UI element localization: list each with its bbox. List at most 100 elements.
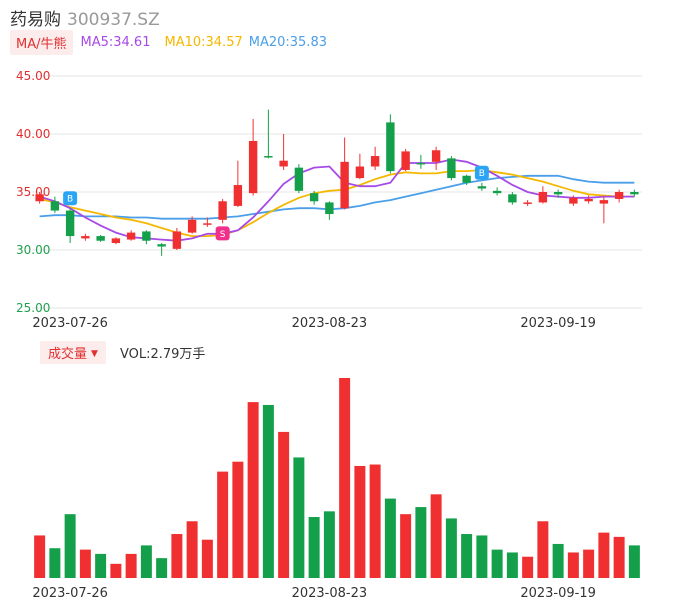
volume-legend: 成交量 ▼ VOL:2.79万手 bbox=[40, 340, 206, 364]
volume-bar bbox=[217, 471, 229, 578]
candle-body bbox=[279, 160, 288, 167]
stock-name: 药易购 bbox=[10, 10, 61, 30]
volume-tag-label: 成交量 bbox=[48, 346, 88, 362]
stock-code: 300937.SZ bbox=[67, 10, 160, 30]
volume-bar bbox=[628, 545, 640, 578]
candle-body bbox=[416, 163, 426, 165]
volume-bar bbox=[293, 457, 305, 578]
volume-bar bbox=[323, 511, 335, 578]
volume-bar bbox=[110, 563, 122, 578]
candle-body bbox=[248, 140, 258, 194]
x-tick-label: 2023-08-23 bbox=[292, 586, 368, 601]
volume-bar bbox=[537, 521, 549, 578]
candlesticks bbox=[35, 109, 639, 256]
y-tick-label: 35.00 bbox=[16, 185, 50, 199]
volume-bars bbox=[34, 378, 640, 578]
buy-marker bbox=[63, 191, 78, 206]
candle-body bbox=[569, 197, 578, 204]
price-axis: 45.00 40.00 35.00 30.00 25.00 bbox=[16, 69, 50, 315]
y-tick-label: 25.00 bbox=[16, 301, 50, 315]
candle-body bbox=[553, 192, 563, 195]
y-tick-label: 40.00 bbox=[16, 127, 50, 141]
date-axis-volume: 2023-07-26 2023-08-23 2023-09-19 bbox=[32, 586, 596, 601]
ma-legend: MA/牛熊 MA5:34.61 MA10:34.57 MA20:35.83 bbox=[10, 29, 327, 55]
volume-bar bbox=[186, 521, 198, 578]
ma10-value: MA10:34.57 bbox=[164, 34, 243, 50]
candle-body bbox=[203, 223, 212, 225]
candle-body bbox=[96, 236, 105, 241]
volume-bar bbox=[64, 514, 76, 578]
dropdown-triangle-icon: ▼ bbox=[91, 348, 98, 359]
marker-label: B bbox=[479, 169, 485, 179]
candle-body bbox=[355, 166, 365, 179]
buy-marker bbox=[474, 165, 489, 180]
volume-bar bbox=[156, 558, 168, 578]
candle-body bbox=[172, 231, 182, 249]
candle-body bbox=[584, 198, 593, 202]
volume-bar bbox=[278, 431, 290, 578]
volume-bar bbox=[140, 545, 152, 578]
candle-body bbox=[111, 238, 121, 244]
volume-bar bbox=[79, 549, 91, 578]
ma5-line bbox=[39, 158, 635, 242]
candle-body bbox=[614, 192, 624, 199]
x-tick-label: 2023-07-26 bbox=[32, 316, 108, 331]
candle-body bbox=[447, 158, 456, 179]
volume-bar bbox=[339, 378, 351, 578]
sell-marker bbox=[215, 226, 230, 241]
candle-body bbox=[294, 167, 304, 191]
candle-body bbox=[508, 194, 517, 203]
candle-body bbox=[477, 186, 487, 189]
volume-bar bbox=[262, 404, 274, 578]
ma-mode-selector[interactable]: MA/牛熊 bbox=[10, 29, 73, 55]
volume-bar bbox=[583, 549, 595, 578]
volume-bar bbox=[400, 514, 412, 578]
volume-bar bbox=[567, 552, 579, 578]
volume-indicator-selector[interactable]: 成交量 ▼ bbox=[40, 340, 106, 364]
volume-bar bbox=[354, 465, 366, 578]
candle-body bbox=[187, 219, 197, 233]
candle-body bbox=[264, 156, 273, 158]
volume-bar bbox=[369, 464, 381, 578]
candle-body bbox=[340, 161, 349, 209]
candle-body bbox=[309, 193, 319, 202]
trade-markers: B S B bbox=[63, 165, 489, 241]
ma-lines bbox=[39, 158, 635, 242]
volume-bar bbox=[171, 534, 183, 578]
candle-body bbox=[523, 202, 532, 204]
candle-body bbox=[157, 244, 166, 247]
volume-bar bbox=[308, 517, 320, 578]
volume-bar bbox=[613, 536, 625, 578]
candle-body bbox=[35, 194, 44, 202]
price-grid bbox=[32, 75, 642, 309]
volume-bar bbox=[415, 507, 427, 578]
volume-bar bbox=[552, 543, 564, 578]
marker-label: B bbox=[67, 195, 73, 205]
candle-body bbox=[492, 190, 502, 194]
candle-body bbox=[233, 185, 243, 206]
volume-bar bbox=[49, 548, 61, 578]
candle-body bbox=[431, 150, 441, 162]
date-axis-price: 2023-07-26 2023-08-23 2023-09-19 bbox=[32, 316, 596, 331]
volume-bar bbox=[247, 402, 259, 578]
volume-bar bbox=[384, 498, 396, 578]
volume-bar bbox=[232, 461, 244, 578]
volume-bar bbox=[491, 549, 503, 578]
candle-body bbox=[126, 232, 136, 240]
candle-body bbox=[401, 151, 410, 170]
ma10-line bbox=[39, 169, 635, 237]
volume-bar bbox=[522, 556, 534, 578]
candle-body bbox=[599, 200, 609, 204]
ma5-value: MA5:34.61 bbox=[80, 34, 151, 50]
volume-bar bbox=[125, 553, 137, 578]
candle-body bbox=[81, 236, 90, 239]
x-tick-label: 2023-09-19 bbox=[520, 316, 596, 331]
y-tick-label: 45.00 bbox=[16, 69, 50, 83]
volume-bar bbox=[461, 534, 473, 578]
volume-value: VOL:2.79万手 bbox=[119, 346, 206, 362]
candle-body bbox=[142, 231, 151, 241]
volume-bar bbox=[598, 532, 610, 578]
candle-body bbox=[50, 201, 60, 211]
y-tick-label: 30.00 bbox=[16, 243, 50, 257]
